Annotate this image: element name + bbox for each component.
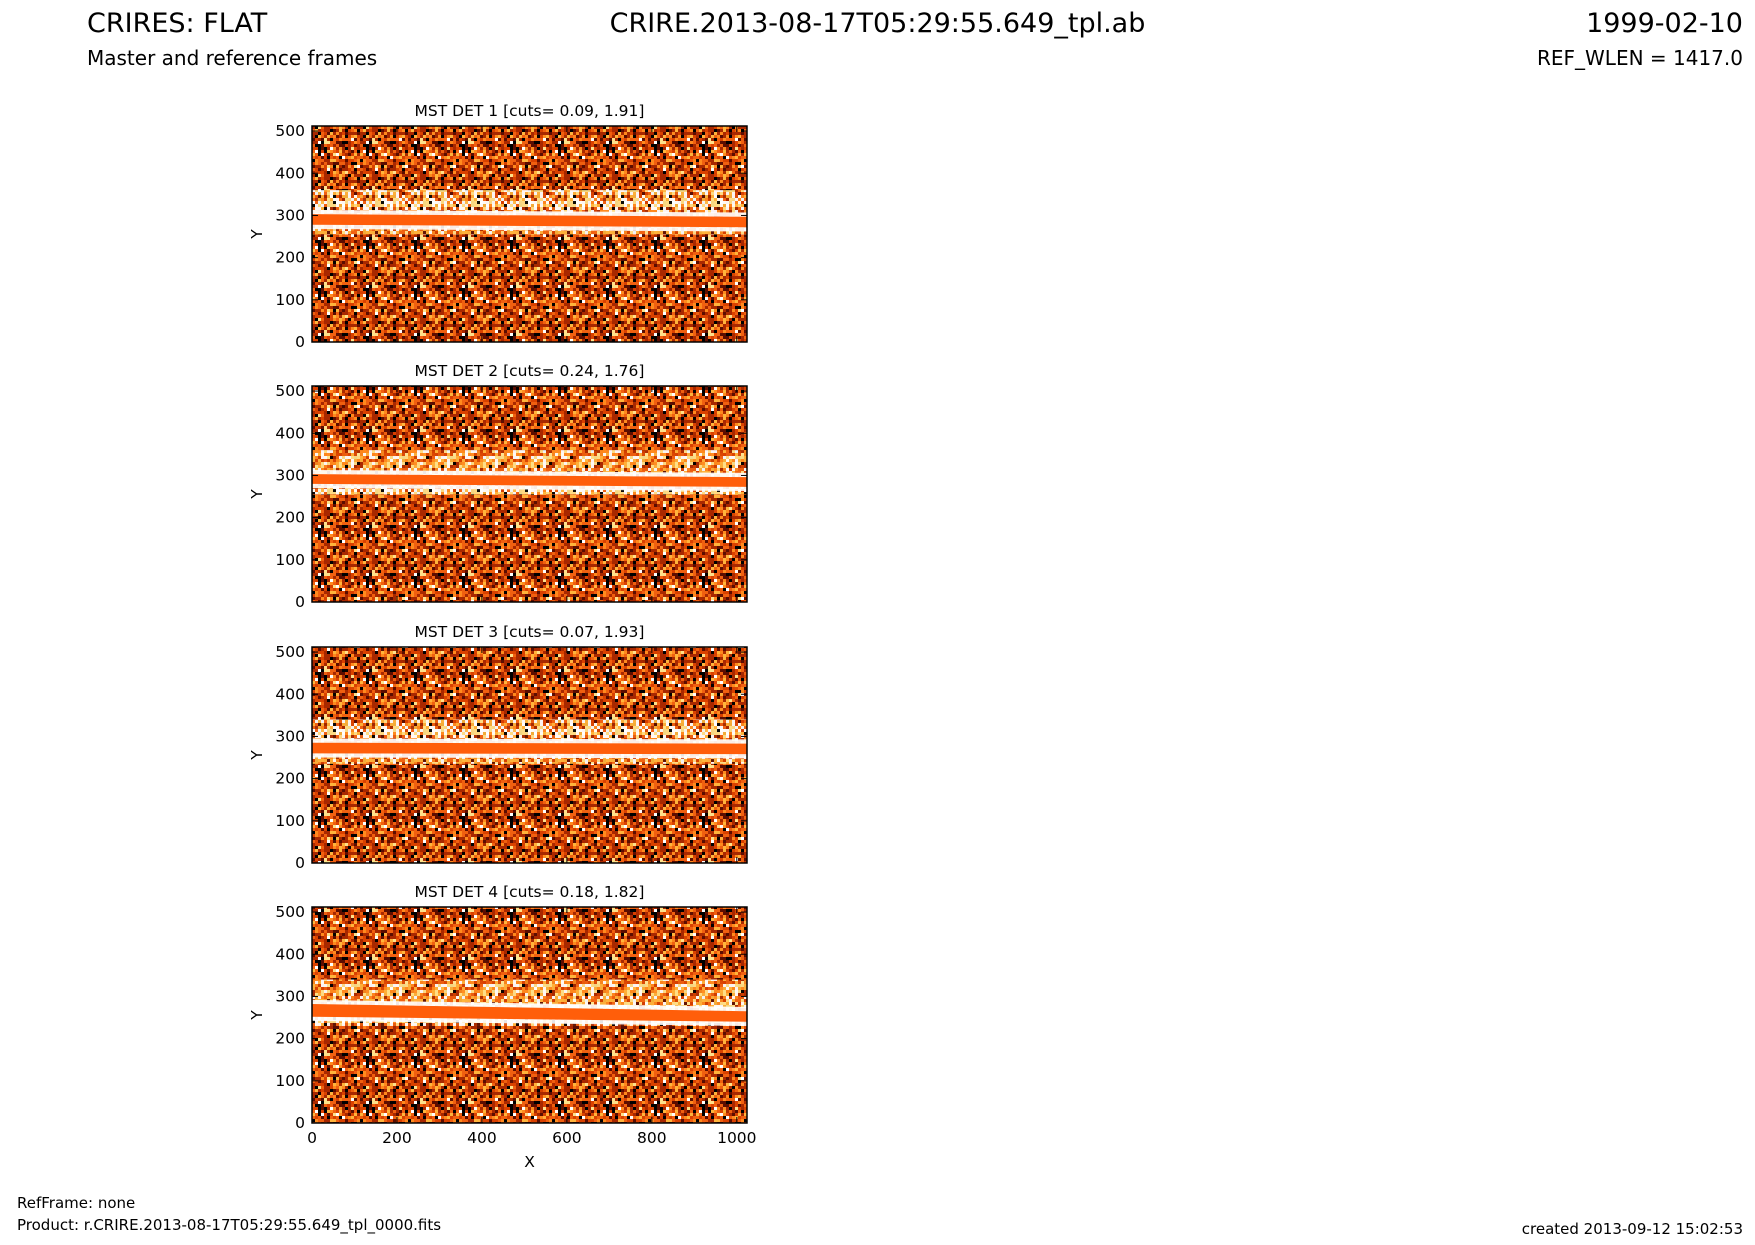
observation-date: 1999-02-10 xyxy=(1586,8,1743,39)
y-axis-label: Y xyxy=(248,489,266,500)
spectral-stripe xyxy=(312,1004,747,1022)
x-tick-label: 1000 xyxy=(717,1129,756,1147)
plot-frame xyxy=(311,906,748,1124)
y-tick-label: 300 xyxy=(275,987,305,1005)
panel-det-1: MST DET 1 [cuts= 0.09, 1.91] 0 100 200 300 40… xyxy=(248,102,748,351)
y-tick-label: 200 xyxy=(275,1030,305,1048)
reference-wavelength: REF_WLEN = 1417.0 xyxy=(1536,46,1743,70)
y-tick-label: 0 xyxy=(295,854,305,872)
y-tick-label: 200 xyxy=(275,249,305,267)
detector-image xyxy=(312,647,747,863)
y-tick-label: 400 xyxy=(275,945,305,963)
report-subtitle: Master and reference frames xyxy=(87,46,378,70)
y-tick-label: 300 xyxy=(275,466,305,484)
plot-frame xyxy=(311,385,748,603)
panel-title: MST DET 1 [cuts= 0.09, 1.91] xyxy=(415,102,645,120)
y-tick-label: 100 xyxy=(275,812,305,830)
y-tick-label: 100 xyxy=(275,551,305,569)
panel-det-2: MST DET 2 [cuts= 0.24, 1.76] 0 100 200 300 40… xyxy=(248,362,748,611)
y-axis-label: Y xyxy=(248,750,266,761)
y-tick-label: 500 xyxy=(275,903,305,921)
y-tick-label: 300 xyxy=(275,727,305,745)
x-tick-label: 0 xyxy=(307,1129,317,1147)
y-tick-label: 0 xyxy=(295,1114,305,1132)
panel-det-3: MST DET 3 [cuts= 0.07, 1.93] 0 100 200 300 40… xyxy=(248,623,748,872)
panel-title: MST DET 4 [cuts= 0.18, 1.82] xyxy=(415,883,645,901)
y-axis-label: Y xyxy=(248,229,266,240)
detector-image xyxy=(312,386,747,602)
spectral-stripe xyxy=(312,214,747,228)
y-axis-label: Y xyxy=(248,1010,266,1021)
y-tick-label: 0 xyxy=(295,333,305,351)
y-tick-label: 500 xyxy=(275,382,305,400)
panel-title: MST DET 2 [cuts= 0.24, 1.76] xyxy=(415,362,645,380)
x-axis-label: X xyxy=(524,1153,535,1171)
product-filename: Product: r.CRIRE.2013-08-17T05:29:55.649… xyxy=(17,1216,442,1234)
frame-filename: CRIRE.2013-08-17T05:29:55.649_tpl.ab xyxy=(609,8,1146,39)
y-tick-label: 400 xyxy=(275,424,305,442)
report-title: CRIRES: FLAT xyxy=(87,8,268,39)
y-tick-label: 100 xyxy=(275,1072,305,1090)
reference-frame-label: RefFrame: none xyxy=(17,1194,136,1212)
panel-title: MST DET 3 [cuts= 0.07, 1.93] xyxy=(415,623,645,641)
plot-frame xyxy=(311,646,748,864)
x-tick-label: 400 xyxy=(467,1129,497,1147)
y-tick-label: 0 xyxy=(295,593,305,611)
y-tick-label: 400 xyxy=(275,164,305,182)
detector-image xyxy=(312,126,747,342)
x-tick-label: 800 xyxy=(637,1129,667,1147)
creation-timestamp: created 2013-09-12 15:02:53 xyxy=(1521,1220,1743,1238)
y-tick-label: 200 xyxy=(275,770,305,788)
detector-image xyxy=(312,907,747,1123)
plot-frame xyxy=(311,125,748,343)
y-tick-label: 500 xyxy=(275,643,305,661)
y-tick-label: 500 xyxy=(275,122,305,140)
y-tick-label: 100 xyxy=(275,291,305,309)
spectral-stripe xyxy=(312,742,747,755)
x-tick-label: 200 xyxy=(382,1129,412,1147)
y-tick-label: 200 xyxy=(275,509,305,527)
panel-det-4: MST DET 4 [cuts= 0.18, 1.82] 0 100 200 300 40… xyxy=(248,883,757,1171)
x-tick-label: 600 xyxy=(552,1129,582,1147)
spectral-stripe xyxy=(312,474,747,487)
y-tick-label: 300 xyxy=(275,206,305,224)
y-tick-label: 400 xyxy=(275,685,305,703)
